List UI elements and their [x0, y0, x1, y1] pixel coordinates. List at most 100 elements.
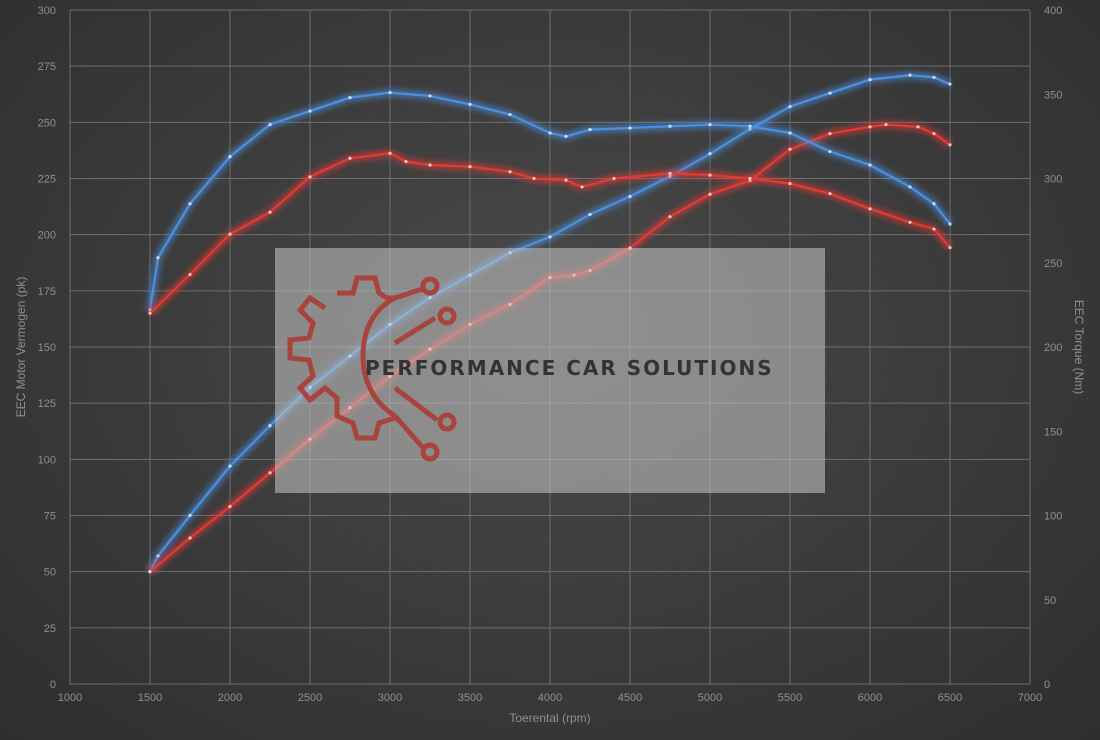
data-point	[228, 232, 232, 236]
data-point	[156, 554, 160, 558]
data-point	[868, 207, 872, 211]
y-left-tick-label: 100	[38, 454, 56, 466]
data-point	[708, 122, 712, 127]
data-point	[148, 311, 152, 315]
data-point	[308, 109, 312, 113]
data-point	[156, 256, 160, 260]
data-point	[508, 170, 512, 174]
data-point	[188, 202, 192, 206]
data-point	[948, 143, 952, 147]
y-left-tick-label: 250	[38, 117, 56, 129]
data-point	[268, 471, 272, 475]
data-point	[268, 122, 272, 127]
y-right-tick-label: 150	[1044, 426, 1062, 438]
data-point	[468, 102, 472, 106]
y-right-tick-label: 350	[1044, 89, 1062, 101]
data-point	[228, 504, 232, 509]
data-point	[532, 176, 536, 181]
data-point	[628, 194, 632, 199]
data-point	[828, 131, 832, 136]
y-right-tick-label: 200	[1044, 342, 1062, 354]
data-point	[268, 210, 272, 214]
tick-labels: 1000 1500 2000 2500 3000 3500 4000 4500 5000 5500…	[38, 5, 1063, 704]
y-axis-left-title: EEC Motor Vermogen (pk)	[14, 277, 28, 418]
data-point	[668, 124, 672, 128]
data-point	[828, 149, 832, 154]
y-left-tick-label: 200	[38, 230, 56, 242]
y-right-tick-label: 250	[1044, 258, 1062, 270]
data-point	[932, 227, 936, 231]
data-point	[908, 73, 912, 77]
data-point	[588, 128, 592, 132]
x-tick-label: 6000	[858, 692, 882, 704]
data-point	[748, 176, 752, 181]
data-point	[668, 171, 672, 176]
y-left-tick-label: 300	[38, 5, 56, 17]
data-point	[348, 156, 352, 160]
y-right-tick-label: 100	[1044, 511, 1062, 523]
data-point	[268, 424, 272, 428]
y-axis-right-title: EEC Torque (Nm)	[1072, 300, 1086, 394]
series-line-2	[148, 91, 951, 311]
data-point	[884, 122, 888, 127]
data-point	[828, 192, 832, 196]
data-point	[788, 105, 792, 109]
data-point	[868, 125, 872, 129]
y-left-tick-label: 0	[50, 679, 56, 691]
data-point	[628, 126, 632, 130]
data-point	[404, 160, 408, 164]
x-axis-title: Toerental (rpm)	[509, 711, 590, 725]
x-tick-label: 1500	[138, 692, 162, 704]
x-tick-label: 5000	[698, 692, 722, 704]
data-point	[932, 202, 936, 206]
data-point	[188, 272, 192, 277]
x-tick-label: 2500	[298, 692, 322, 704]
data-point	[908, 220, 912, 224]
data-point	[428, 163, 432, 167]
data-point	[932, 131, 936, 136]
x-tick-label: 3000	[378, 692, 402, 704]
data-point	[468, 165, 472, 169]
data-point	[228, 464, 232, 468]
y-left-tick-label: 75	[44, 511, 56, 523]
gear-circuit-logo-icon	[287, 275, 457, 462]
data-point	[708, 152, 712, 156]
data-point	[188, 513, 192, 518]
y-left-tick-label: 125	[38, 398, 56, 410]
data-point	[708, 173, 712, 177]
data-point	[508, 112, 512, 117]
x-tick-label: 1000	[58, 692, 82, 704]
data-point	[188, 536, 192, 540]
data-point	[948, 82, 952, 86]
data-point	[908, 185, 912, 189]
data-point	[828, 91, 832, 95]
data-point	[668, 215, 672, 219]
data-point	[348, 96, 352, 100]
data-point	[788, 181, 792, 186]
data-point	[308, 175, 312, 179]
data-point	[788, 131, 792, 135]
data-point	[428, 94, 432, 98]
data-point	[148, 570, 152, 574]
data-point	[948, 222, 952, 226]
data-point	[868, 163, 872, 167]
data-point	[948, 245, 952, 250]
x-tick-label: 4500	[618, 692, 642, 704]
y-right-tick-label: 300	[1044, 174, 1062, 186]
y-left-tick-label: 225	[38, 174, 56, 186]
y-left-tick-label: 25	[44, 623, 56, 635]
y-left-tick-label: 175	[38, 286, 56, 298]
data-point	[748, 124, 752, 128]
y-right-tick-label: 400	[1044, 5, 1062, 17]
y-left-tick-label: 150	[38, 342, 56, 354]
x-tick-label: 2000	[218, 692, 242, 704]
data-point	[228, 154, 232, 159]
watermark: PERFORMANCE CAR SOLUTIONS	[275, 248, 825, 493]
x-tick-label: 5500	[778, 692, 802, 704]
data-point	[916, 125, 920, 129]
data-point	[388, 90, 392, 95]
y-left-tick-label: 50	[44, 567, 56, 579]
data-point	[564, 178, 568, 182]
x-tick-label: 7000	[1018, 692, 1042, 704]
